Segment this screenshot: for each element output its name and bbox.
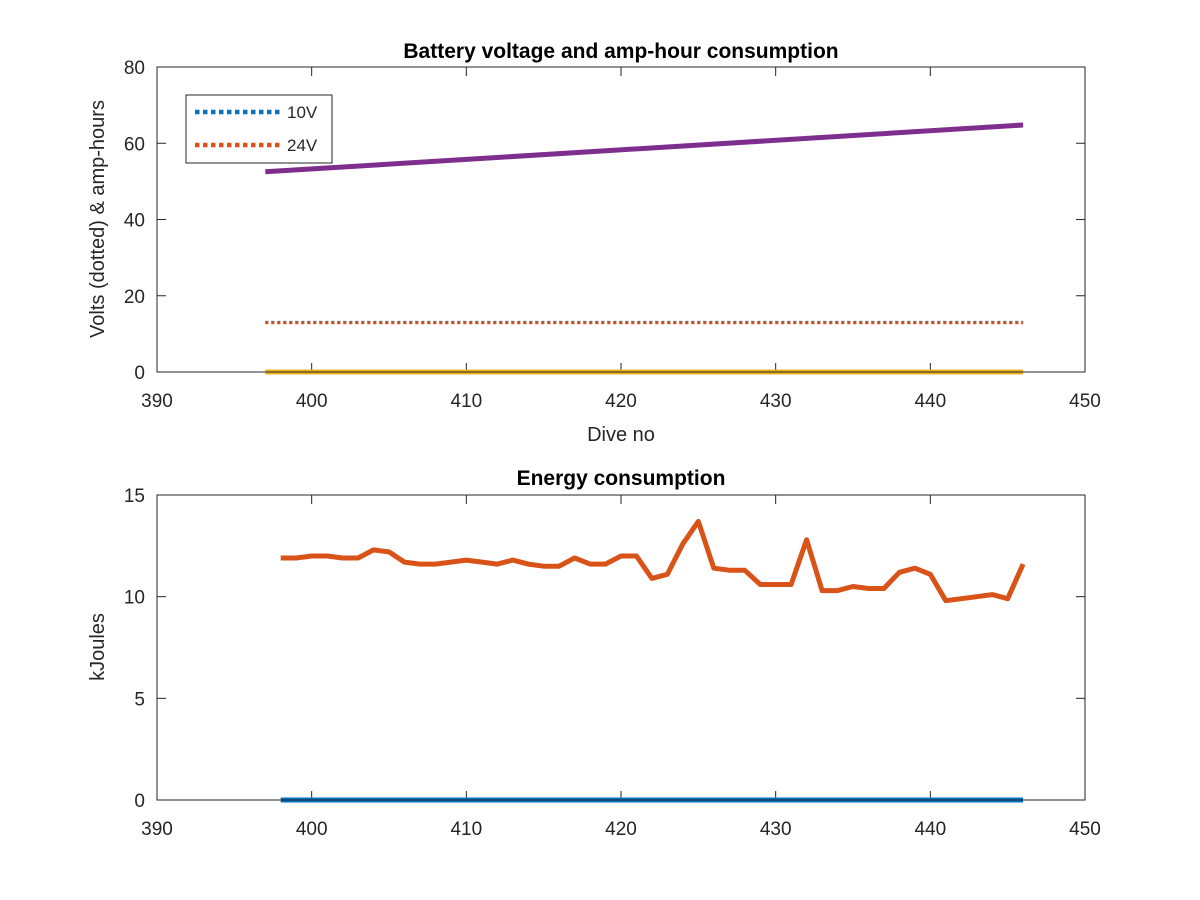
x-tick-label: 420 (605, 819, 637, 840)
x-tick-label: 450 (1069, 819, 1101, 840)
x-tick-label: 400 (296, 819, 328, 840)
x-tick-label: 410 (450, 819, 482, 840)
plot-frame-battery (156, 66, 1086, 373)
y-ticks-battery: 0 20 40 60 80 (124, 58, 1085, 384)
x-tick-label: 440 (914, 819, 946, 840)
x-tick-label: 450 (1069, 391, 1101, 412)
y-tick-label: 60 (124, 134, 145, 155)
x-tick-label: 400 (296, 391, 328, 412)
series-line-energy-1 (280, 518, 1026, 604)
legend: 10V 24V (185, 94, 333, 164)
y-tick-label: 10 (124, 588, 145, 609)
y-tick-label: 80 (124, 58, 145, 79)
y-tick-label: 15 (124, 486, 145, 507)
x-tick-label: 440 (914, 391, 946, 412)
x-tick-label: 420 (605, 391, 637, 412)
chart-title-energy: Energy consumption (517, 467, 726, 490)
x-ticks-energy: 390 400 410 420 430 440 450 (141, 495, 1101, 840)
plot-frame-energy (156, 494, 1086, 801)
y-axis-label-battery: Volts (dotted) & amp-hours (87, 100, 109, 338)
series-line-battery-3 (265, 122, 1024, 175)
chart-title-battery: Battery voltage and amp-hour consumption (403, 40, 838, 63)
x-tick-label: 410 (450, 391, 482, 412)
x-tick-label: 390 (141, 819, 173, 840)
y-tick-label: 40 (124, 211, 145, 232)
x-axis-label-battery: Dive no (587, 424, 655, 446)
chart-energy: Energy consumption 390 400 410 420 430 440 450… (87, 467, 1101, 840)
x-ticks-battery: 390 400 410 420 430 440 450 (141, 67, 1101, 412)
y-axis-label-energy: kJoules (87, 613, 109, 681)
y-tick-label: 5 (134, 689, 145, 710)
y-tick-label: 20 (124, 287, 145, 308)
x-tick-label: 430 (760, 391, 792, 412)
chart-battery: Battery voltage and amp-hour consumption… (87, 40, 1101, 446)
y-tick-label: 0 (134, 791, 145, 812)
x-tick-label: 430 (760, 819, 792, 840)
legend-label-10v: 10V (287, 103, 318, 122)
x-tick-label: 390 (141, 391, 173, 412)
y-tick-label: 0 (134, 363, 145, 384)
legend-label-24v: 24V (287, 136, 318, 155)
legend-box (185, 94, 333, 164)
y-ticks-energy: 0 5 10 15 (124, 486, 1085, 812)
